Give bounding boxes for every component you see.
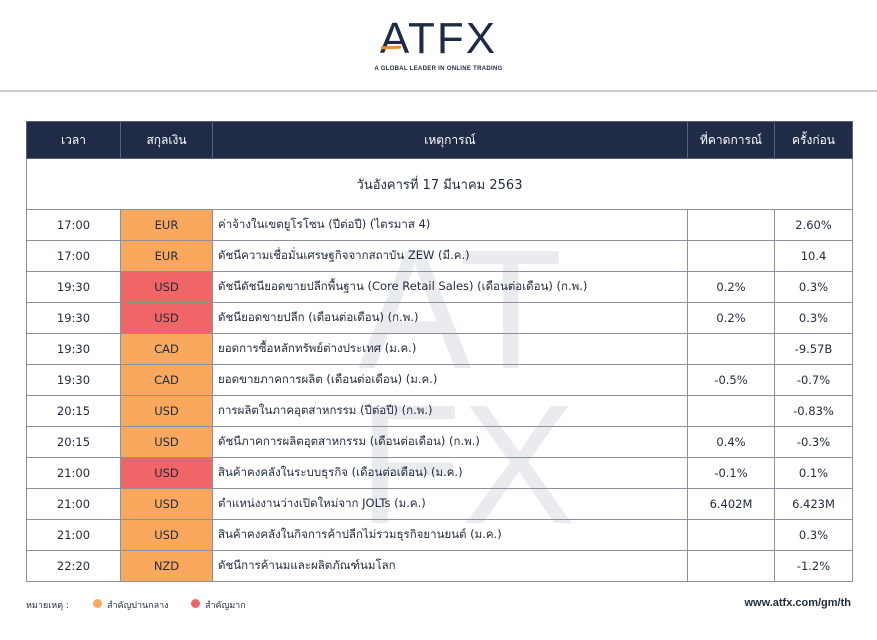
cell-forecast xyxy=(687,550,775,582)
cell-forecast xyxy=(687,240,775,272)
cell-time: 19:30 xyxy=(26,271,121,303)
cell-time: 21:00 xyxy=(26,519,121,551)
cell-previous: 6.423M xyxy=(774,488,853,520)
cell-previous: -9.57B xyxy=(774,333,853,365)
cell-event: การผลิตในภาคอุตสาหกรรม (ปีต่อปี) (ก.พ.) xyxy=(212,395,688,427)
table-header-row: เวลา สกุลเงิน เหตุการณ์ ที่คาดการณ์ ครั้… xyxy=(26,121,853,159)
cell-previous: 10.4 xyxy=(774,240,853,272)
cell-time: 17:00 xyxy=(26,209,121,241)
table-row: 19:30 CAD ยอดขายภาคการผลิต (เดือนต่อเดือน)… xyxy=(26,364,853,396)
atfx-logo: ATFX xyxy=(379,14,498,63)
header-event: เหตุการณ์ xyxy=(212,121,688,159)
logo-tagline: A GLOBAL LEADER IN ONLINE TRADING xyxy=(374,66,503,72)
cell-time: 21:00 xyxy=(26,457,121,489)
cell-forecast: -0.1% xyxy=(687,457,775,489)
cell-forecast xyxy=(687,209,775,241)
cell-event: ยอดขายภาคการผลิต (เดือนต่อเดือน) (ม.ค.) xyxy=(212,364,688,396)
cell-forecast: -0.5% xyxy=(687,364,775,396)
cell-previous: 0.1% xyxy=(774,457,853,489)
table-row: 20:15 USD การผลิตในภาคอุตสาหกรรม (ปีต่อปี)… xyxy=(26,395,853,427)
cell-currency: USD xyxy=(120,457,213,489)
cell-event: สินค้าคงคลังในระบบธุรกิจ (เดือนต่อเดือน)… xyxy=(212,457,688,489)
cell-time: 20:15 xyxy=(26,395,121,427)
cell-previous: 0.3% xyxy=(774,271,853,303)
cell-previous: -0.7% xyxy=(774,364,853,396)
table-row: 17:00 EUR ดัชนีความเชื่อมั่นเศรษฐกิจจากสถา… xyxy=(26,240,853,272)
table-row: 22:20 NZD ดัชนีการค้านมและผลิตภัณฑ์นมโลก -1… xyxy=(26,550,853,582)
cell-event: ค่าจ้างในเขตยูโรโซน (ปีต่อปี) (ไตรมาส 4) xyxy=(212,209,688,241)
cell-time: 19:30 xyxy=(26,302,121,334)
table-row: 19:30 USD ดัชนียอดขายปลีก (เดือนต่อเดือน) … xyxy=(26,302,853,334)
cell-previous: 0.3% xyxy=(774,302,853,334)
cell-event: ดัชนีดัชนียอดขายปลีกพื้นฐาน (Core Retail… xyxy=(212,271,688,303)
cell-currency: EUR xyxy=(120,240,213,272)
cell-forecast: 6.402M xyxy=(687,488,775,520)
cell-event: ดัชนีการค้านมและผลิตภัณฑ์นมโลก xyxy=(212,550,688,582)
cell-time: 19:30 xyxy=(26,333,121,365)
cell-event: ตำแหน่งงานว่างเปิดใหม่จาก JOLTs (ม.ค.) xyxy=(212,488,688,520)
legend-label-high: สำคัญมาก xyxy=(205,601,246,611)
cell-currency: CAD xyxy=(120,364,213,396)
cell-forecast: 0.2% xyxy=(687,271,775,303)
cell-currency: CAD xyxy=(120,333,213,365)
table-row: 21:00 USD สินค้าคงคลังในระบบธุรกิจ (เดือนต… xyxy=(26,457,853,489)
cell-currency: USD xyxy=(120,395,213,427)
cell-forecast: 0.4% xyxy=(687,426,775,458)
legend-dot-medium xyxy=(93,599,102,608)
cell-previous: 2.60% xyxy=(774,209,853,241)
header-time: เวลา xyxy=(26,121,121,159)
cell-currency: USD xyxy=(120,519,213,551)
cell-currency: USD xyxy=(120,488,213,520)
footer: หมายเหตุ : สำคัญปานกลาง สำคัญมาก www.atf… xyxy=(0,594,877,618)
cell-event: ยอดการซื้อหลักทรัพย์ต่างประเทศ (ม.ค.) xyxy=(212,333,688,365)
legend-label-medium: สำคัญปานกลาง xyxy=(107,601,169,611)
cell-currency: USD xyxy=(120,302,213,334)
date-title: วันอังคารที่ 17 มีนาคม 2563 xyxy=(26,158,853,210)
legend-dot-high xyxy=(191,599,200,608)
cell-event: สินค้าคงคลังในกิจการค้าปลีกไม่รวมธุรกิจย… xyxy=(212,519,688,551)
cell-event: ดัชนีความเชื่อมั่นเศรษฐกิจจากสถาบัน ZEW … xyxy=(212,240,688,272)
cell-time: 17:00 xyxy=(26,240,121,272)
cell-currency: EUR xyxy=(120,209,213,241)
economic-calendar-table: เวลา สกุลเงิน เหตุการณ์ ที่คาดการณ์ ครั้… xyxy=(26,121,853,582)
table-row: 17:00 EUR ค่าจ้างในเขตยูโรโซน (ปีต่อปี) (ไ… xyxy=(26,209,853,241)
table-row: 20:15 USD ดัชนีภาคการผลิตอุตสาหกรรม (เดือน… xyxy=(26,426,853,458)
cell-currency: USD xyxy=(120,271,213,303)
header-previous: ครั้งก่อน xyxy=(774,121,853,159)
table-row: 19:30 USD ดัชนีดัชนียอดขายปลีกพื้นฐาน (Cor… xyxy=(26,271,853,303)
table-row: 19:30 CAD ยอดการซื้อหลักทรัพย์ต่างประเทศ (… xyxy=(26,333,853,365)
table-row: 21:00 USD สินค้าคงคลังในกิจการค้าปลีกไม่รว… xyxy=(26,519,853,551)
table-row: 21:00 USD ตำแหน่งงานว่างเปิดใหม่จาก JOLTs … xyxy=(26,488,853,520)
cell-forecast: 0.2% xyxy=(687,302,775,334)
cell-previous: -1.2% xyxy=(774,550,853,582)
website-link[interactable]: www.atfx.com/gm/th xyxy=(744,597,851,609)
legend-title: หมายเหตุ : xyxy=(26,601,69,611)
header-divider xyxy=(0,90,877,92)
cell-time: 19:30 xyxy=(26,364,121,396)
cell-forecast xyxy=(687,395,775,427)
cell-currency: USD xyxy=(120,426,213,458)
date-row: วันอังคารที่ 17 มีนาคม 2563 xyxy=(26,158,853,210)
cell-event: ดัชนีภาคการผลิตอุตสาหกรรม (เดือนต่อเดือน… xyxy=(212,426,688,458)
cell-time: 20:15 xyxy=(26,426,121,458)
cell-time: 22:20 xyxy=(26,550,121,582)
cell-forecast xyxy=(687,519,775,551)
header-forecast: ที่คาดการณ์ xyxy=(687,121,775,159)
cell-time: 21:00 xyxy=(26,488,121,520)
header-currency: สกุลเงิน xyxy=(120,121,213,159)
cell-forecast xyxy=(687,333,775,365)
cell-previous: 0.3% xyxy=(774,519,853,551)
cell-event: ดัชนียอดขายปลีก (เดือนต่อเดือน) (ก.พ.) xyxy=(212,302,688,334)
cell-previous: -0.83% xyxy=(774,395,853,427)
cell-previous: -0.3% xyxy=(774,426,853,458)
header: ATFX A GLOBAL LEADER IN ONLINE TRADING xyxy=(0,0,877,90)
cell-currency: NZD xyxy=(120,550,213,582)
